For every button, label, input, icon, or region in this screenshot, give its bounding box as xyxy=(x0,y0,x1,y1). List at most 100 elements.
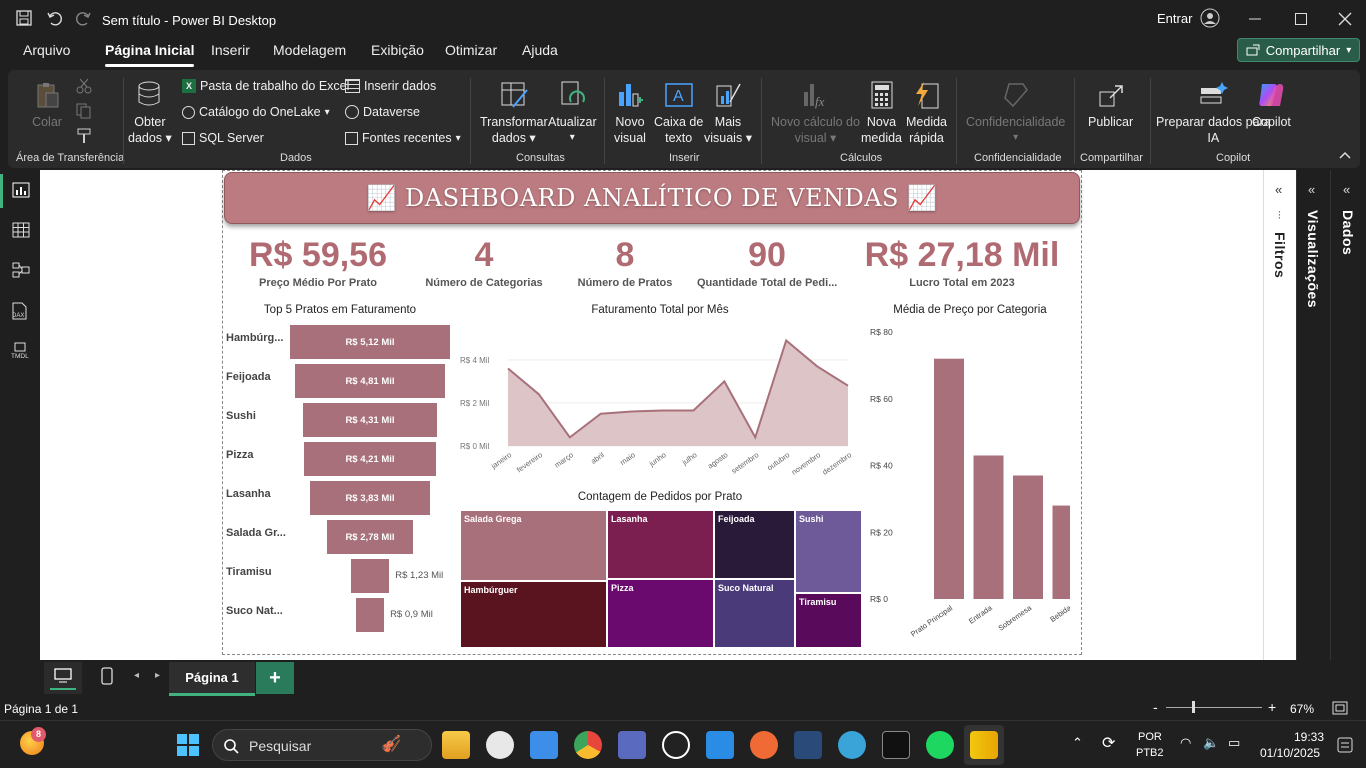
clock-app-icon[interactable] xyxy=(486,731,514,759)
refresh-button[interactable]: Atualizar ▾ xyxy=(548,80,597,146)
format-painter-icon[interactable] xyxy=(76,128,92,144)
wifi-icon[interactable]: ◠ xyxy=(1180,735,1192,750)
keyboard-layout[interactable]: PTB2 xyxy=(1136,747,1164,759)
mobile-layout-icon[interactable] xyxy=(101,667,113,685)
report-canvas[interactable]: 📈 DASHBOARD ANALÍTICO DE VENDAS 📈 R$ 59,… xyxy=(40,170,1263,660)
add-page-button[interactable]: + xyxy=(256,662,294,694)
tmdl-view-icon[interactable]: TMDL xyxy=(10,342,32,360)
cut-icon[interactable] xyxy=(76,78,92,94)
notifications-icon[interactable] xyxy=(1337,737,1353,753)
user-avatar-icon[interactable] xyxy=(1200,8,1220,28)
prepare-ai-button[interactable]: Preparar dados para IA xyxy=(1156,80,1271,146)
sync-icon[interactable]: ⟳ xyxy=(1102,735,1116,752)
sql-server-button[interactable]: SQL Server xyxy=(182,131,264,145)
new-measure-button[interactable]: Nova medida xyxy=(861,80,902,146)
page-tab-1[interactable]: Página 1 xyxy=(169,662,255,696)
language-code[interactable]: POR xyxy=(1138,731,1162,743)
prev-page-icon[interactable]: ◂ xyxy=(134,670,140,681)
data-pane[interactable]: « Dados xyxy=(1330,170,1366,660)
enter-data-button[interactable]: Inserir dados xyxy=(345,79,436,93)
table-view-icon[interactable] xyxy=(12,222,30,238)
publish-button[interactable]: Publicar xyxy=(1088,80,1133,130)
calculator-app-icon[interactable] xyxy=(618,731,646,759)
transform-data-button[interactable]: Transformar dados ▾ xyxy=(480,80,548,146)
funnel-bar[interactable]: R$ 2,78 Mil xyxy=(326,520,414,554)
treemap-cell[interactable]: Lasanha xyxy=(607,510,714,579)
vscode-icon[interactable] xyxy=(706,731,734,759)
more-visuals-button[interactable]: Mais visuais ▾ xyxy=(704,80,752,146)
windows-start-icon[interactable] xyxy=(176,733,200,757)
save-icon[interactable] xyxy=(16,10,32,26)
expand-data-icon[interactable]: « xyxy=(1343,182,1351,197)
clock-time[interactable]: 19:33 xyxy=(1294,730,1325,744)
treemap-cell[interactable]: Suco Natural xyxy=(714,579,795,648)
dashboard-title-banner[interactable]: 📈 DASHBOARD ANALÍTICO DE VENDAS 📈 xyxy=(224,172,1080,224)
onelake-button[interactable]: Catálogo do OneLake ▾ xyxy=(182,105,330,119)
funnel-bar[interactable] xyxy=(350,559,390,593)
report-view-icon[interactable] xyxy=(12,182,30,198)
maximize-icon[interactable] xyxy=(1294,12,1308,26)
paint-icon[interactable] xyxy=(838,731,866,759)
menu-otimizar[interactable]: Otimizar xyxy=(445,42,498,58)
copy-icon[interactable] xyxy=(76,103,92,119)
terminal-icon[interactable] xyxy=(882,731,910,759)
next-page-icon[interactable]: ▸ xyxy=(155,670,161,681)
filters-pane[interactable]: « ⫶ Filtros xyxy=(1263,170,1296,660)
spotify-icon[interactable] xyxy=(926,731,954,759)
battery-icon[interactable]: ▭ xyxy=(1228,735,1241,750)
text-box-button[interactable]: A Caixa de texto xyxy=(654,80,703,146)
dataverse-button[interactable]: Dataverse xyxy=(345,105,420,119)
funnel-bar[interactable] xyxy=(355,598,385,632)
menu-arquivo[interactable]: Arquivo xyxy=(23,42,71,58)
model-view-icon[interactable] xyxy=(12,262,30,278)
new-visual-button[interactable]: Novo visual xyxy=(614,80,646,146)
funnel-chart[interactable]: Hambúrg... R$ 5,12 Mil Feijoada R$ 4,81 Mil… xyxy=(226,322,456,642)
zoom-slider[interactable] xyxy=(1166,707,1262,708)
zoom-out-button[interactable]: - xyxy=(1153,699,1158,715)
tray-chevron-icon[interactable]: ⌃ xyxy=(1072,735,1083,750)
close-icon[interactable] xyxy=(1338,12,1352,26)
funnel-bar[interactable]: R$ 5,12 Mil xyxy=(290,325,450,359)
zoom-slider-thumb[interactable] xyxy=(1192,701,1195,713)
share-button[interactable]: Compartilhar ▾ xyxy=(1237,38,1360,62)
menu-pagina-inicial[interactable]: Página Inicial xyxy=(105,42,195,67)
treemap-chart[interactable]: Salada Grega Lasanha Feijoada Sushi Hambúrgu… xyxy=(460,510,862,648)
quick-measure-button[interactable]: Medida rápida xyxy=(906,80,947,146)
undo-icon[interactable] xyxy=(46,10,62,26)
new-visual-calc-button[interactable]: fx Novo cálculo do visual ▾ xyxy=(771,80,860,146)
power-bi-icon[interactable] xyxy=(970,731,998,759)
signin-link[interactable]: Entrar xyxy=(1157,11,1193,26)
menu-exibicao[interactable]: Exibição xyxy=(371,42,424,58)
get-data-button[interactable]: Obter dados ▾ xyxy=(128,80,172,146)
dax-query-icon[interactable]: DAX xyxy=(10,302,30,320)
sensitivity-button[interactable]: Confidencialidade ▾ xyxy=(966,80,1065,146)
menu-modelagem[interactable]: Modelagem xyxy=(273,42,347,58)
menu-ajuda[interactable]: Ajuda xyxy=(522,42,558,58)
file-explorer-icon[interactable] xyxy=(442,731,470,759)
funnel-bar[interactable]: R$ 4,31 Mil xyxy=(302,403,438,437)
excel-button[interactable]: X Pasta de trabalho do Excel xyxy=(182,79,349,93)
desktop-layout-icon[interactable] xyxy=(54,668,72,684)
column-chart[interactable]: R$ 0 R$ 20 R$ 40 R$ 60 R$ 80 Prato Principal E… xyxy=(860,318,1070,648)
treemap-cell[interactable]: Sushi xyxy=(795,510,862,593)
chrome-icon[interactable] xyxy=(574,731,602,759)
area-chart[interactable]: R$ 0 Mil R$ 2 Mil R$ 4 Mil janeiro fevereiro… xyxy=(456,320,856,480)
treemap-cell[interactable]: Salada Grega xyxy=(460,510,607,581)
expand-filters-icon[interactable]: « xyxy=(1275,182,1283,197)
search-box[interactable]: Pesquisar 🎻 xyxy=(212,729,432,761)
copilot-button[interactable]: Copilot xyxy=(1252,80,1291,130)
fit-to-page-icon[interactable] xyxy=(1332,701,1348,715)
github-icon[interactable] xyxy=(662,731,690,759)
expand-visualizations-icon[interactable]: « xyxy=(1308,182,1316,197)
postman-icon[interactable] xyxy=(750,731,778,759)
volume-icon[interactable]: 🔈 xyxy=(1203,735,1220,750)
funnel-bar[interactable]: R$ 3,83 Mil xyxy=(310,481,430,515)
menu-inserir[interactable]: Inserir xyxy=(211,42,250,58)
collapse-ribbon-icon[interactable] xyxy=(1339,150,1351,160)
recent-sources-button[interactable]: Fontes recentes ▾ xyxy=(345,131,461,145)
treemap-cell[interactable]: Pizza xyxy=(607,579,714,648)
notepad-icon[interactable] xyxy=(530,731,558,759)
minimize-icon[interactable] xyxy=(1248,12,1262,26)
clock-date[interactable]: 01/10/2025 xyxy=(1260,746,1321,760)
funnel-bar[interactable]: R$ 4,81 Mil xyxy=(294,364,446,398)
